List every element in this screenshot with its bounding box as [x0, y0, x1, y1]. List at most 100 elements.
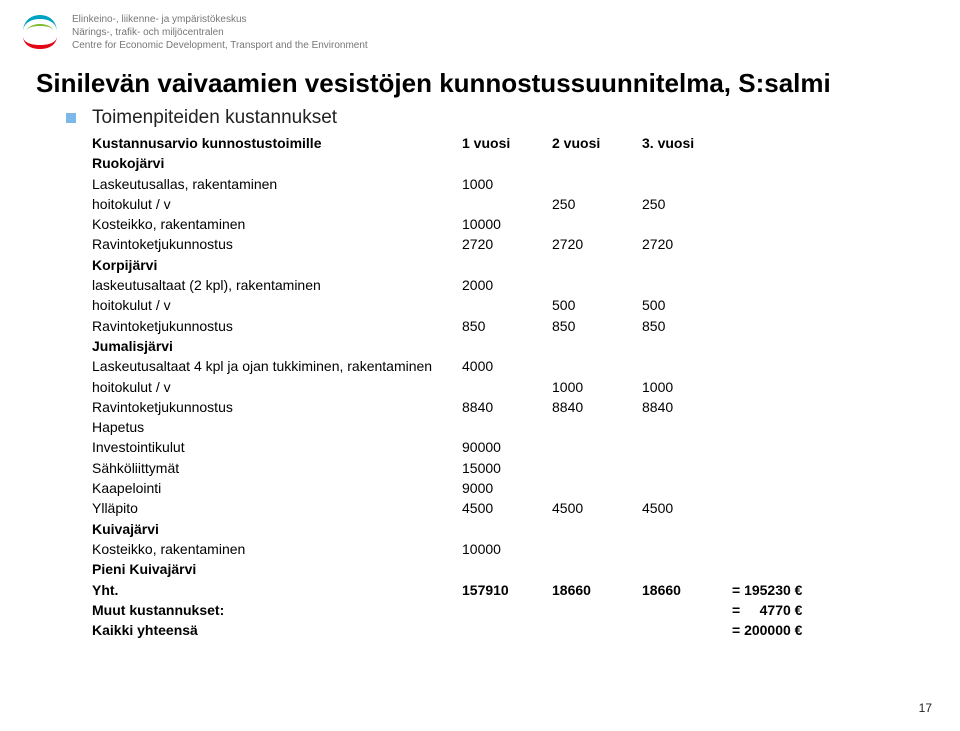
row-col-1: 90000: [462, 437, 552, 457]
row-col-1: [462, 417, 552, 437]
other-label: Muut kustannukset:: [92, 600, 462, 620]
table-row: Sähköliittymät15000: [92, 458, 960, 478]
row-label: Kosteikko, rakentaminen: [92, 539, 462, 559]
grand-total-row: Kaikki yhteensä = 200000 €: [92, 620, 960, 640]
row-label: Korpijärvi: [92, 255, 462, 275]
row-label: Kaapelointi: [92, 478, 462, 498]
other-b: [552, 600, 642, 620]
row-col-2: 2720: [552, 234, 642, 254]
table-header-row: Kustannusarvio kunnostustoimille 1 vuosi…: [92, 133, 960, 153]
row-col-3: [642, 153, 732, 173]
grand-b: [552, 620, 642, 640]
table-row: Hapetus: [92, 417, 960, 437]
row-label: Ravintoketjukunnostus: [92, 397, 462, 417]
table-row: Jumalisjärvi: [92, 336, 960, 356]
row-col-1: 8840: [462, 397, 552, 417]
row-col-1: 9000: [462, 478, 552, 498]
row-col-1: 4000: [462, 356, 552, 376]
row-col-1: [462, 153, 552, 173]
row-col-3: [642, 417, 732, 437]
org-line-3: Centre for Economic Development, Transpo…: [72, 39, 368, 52]
row-col-2: [552, 255, 642, 275]
grand-c: [642, 620, 732, 640]
org-line-1: Elinkeino-, liikenne- ja ympäristökeskus: [72, 13, 368, 26]
row-col-1: 850: [462, 316, 552, 336]
row-col-3: [642, 478, 732, 498]
header-col-2: 2 vuosi: [552, 133, 642, 153]
row-label: Kosteikko, rakentaminen: [92, 214, 462, 234]
header-col-3: 3. vuosi: [642, 133, 732, 153]
row-col-1: 10000: [462, 539, 552, 559]
table-row: Kosteikko, rakentaminen10000: [92, 214, 960, 234]
other-a: [462, 600, 552, 620]
row-col-2: [552, 174, 642, 194]
table-row: Pieni Kuivajärvi: [92, 559, 960, 579]
table-row: Ravintoketjukunnostus884088408840: [92, 397, 960, 417]
row-label: Ravintoketjukunnostus: [92, 316, 462, 336]
row-col-2: [552, 539, 642, 559]
row-col-3: 4500: [642, 498, 732, 518]
table-row: hoitokulut / v 10001000: [92, 377, 960, 397]
row-col-2: 1000: [552, 377, 642, 397]
row-col-1: 10000: [462, 214, 552, 234]
row-col-1: 2720: [462, 234, 552, 254]
row-label: hoitokulut / v: [92, 295, 462, 315]
table-row: Kaapelointi9000: [92, 478, 960, 498]
table-row: Kuivajärvi: [92, 519, 960, 539]
row-col-3: [642, 458, 732, 478]
row-label: Jumalisjärvi: [92, 336, 462, 356]
org-logo-icon: [20, 12, 60, 52]
row-col-3: [642, 275, 732, 295]
row-col-3: 8840: [642, 397, 732, 417]
row-col-3: [642, 336, 732, 356]
org-name-block: Elinkeino-, liikenne- ja ympäristökeskus…: [72, 13, 368, 52]
row-col-2: [552, 153, 642, 173]
table-row: Laskeutusaltaat 4 kpl ja ojan tukkiminen…: [92, 356, 960, 376]
header-col-1: 1 vuosi: [462, 133, 552, 153]
row-label: Laskeutusallas, rakentaminen: [92, 174, 462, 194]
row-col-2: [552, 458, 642, 478]
row-col-2: [552, 275, 642, 295]
row-col-3: 1000: [642, 377, 732, 397]
total-c: 18660: [642, 580, 732, 600]
table-row: hoitokulut / v500500: [92, 295, 960, 315]
total-row: Yht. 157910 18660 18660 = 195230 €: [92, 580, 960, 600]
subtitle-row: Toimenpiteiden kustannukset: [0, 103, 960, 131]
total-a: 157910: [462, 580, 552, 600]
row-col-3: [642, 214, 732, 234]
bullet-icon: [66, 113, 76, 123]
row-col-2: [552, 437, 642, 457]
row-label: Ruokojärvi: [92, 153, 462, 173]
row-col-3: [642, 437, 732, 457]
row-label: Hapetus: [92, 417, 462, 437]
row-col-3: [642, 539, 732, 559]
row-col-2: [552, 559, 642, 579]
table-row: hoitokulut / v250250: [92, 194, 960, 214]
row-col-2: [552, 417, 642, 437]
row-col-3: [642, 559, 732, 579]
cost-table: Kustannusarvio kunnostustoimille 1 vuosi…: [0, 131, 960, 640]
row-col-1: [462, 519, 552, 539]
row-col-3: [642, 356, 732, 376]
row-col-2: [552, 478, 642, 498]
row-col-1: [462, 295, 552, 315]
total-b: 18660: [552, 580, 642, 600]
table-row: Investointikulut90000: [92, 437, 960, 457]
other-eq: = 4770 €: [732, 600, 842, 620]
table-row: Ruokojärvi: [92, 153, 960, 173]
row-col-2: [552, 214, 642, 234]
row-col-2: 250: [552, 194, 642, 214]
grand-a: [462, 620, 552, 640]
row-label: Kuivajärvi: [92, 519, 462, 539]
table-row: laskeutusaltaat (2 kpl), rakentaminen200…: [92, 275, 960, 295]
row-label: hoitokulut / v: [92, 377, 462, 397]
row-col-3: 850: [642, 316, 732, 336]
org-header: Elinkeino-, liikenne- ja ympäristökeskus…: [0, 0, 960, 60]
row-label: hoitokulut / v: [92, 194, 462, 214]
row-col-2: 500: [552, 295, 642, 315]
header-label: Kustannusarvio kunnostustoimille: [92, 133, 462, 153]
page-title: Sinilevän vaivaamien vesistöjen kunnostu…: [0, 60, 960, 103]
row-col-3: 2720: [642, 234, 732, 254]
row-col-3: [642, 255, 732, 275]
row-col-2: 8840: [552, 397, 642, 417]
